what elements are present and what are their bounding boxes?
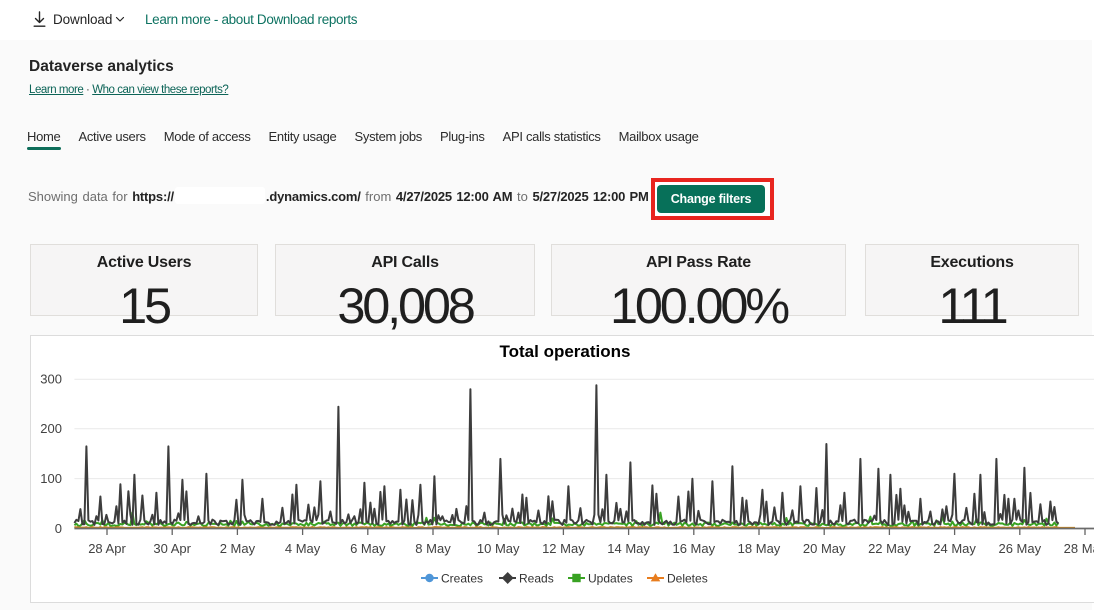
svg-text:16 May: 16 May [672, 541, 715, 556]
svg-text:20 May: 20 May [803, 541, 846, 556]
svg-text:Total operations: Total operations [500, 342, 631, 361]
svg-text:28 Apr: 28 Apr [88, 541, 126, 556]
svg-text:300: 300 [40, 372, 62, 387]
svg-text:8 May: 8 May [415, 541, 451, 556]
svg-text:26 May: 26 May [998, 541, 1041, 556]
svg-text:18 May: 18 May [738, 541, 781, 556]
svg-text:14 May: 14 May [607, 541, 650, 556]
svg-text:12 May: 12 May [542, 541, 585, 556]
svg-text:30 Apr: 30 Apr [153, 541, 191, 556]
svg-text:24 May: 24 May [933, 541, 976, 556]
svg-text:0: 0 [55, 521, 62, 536]
svg-text:Deletes: Deletes [667, 572, 708, 586]
svg-text:10 May: 10 May [477, 541, 520, 556]
svg-text:100: 100 [40, 471, 62, 486]
svg-text:4 May: 4 May [285, 541, 321, 556]
svg-text:Creates: Creates [441, 572, 483, 586]
svg-text:Updates: Updates [588, 572, 633, 586]
svg-text:28 May: 28 May [1064, 541, 1094, 556]
svg-text:Reads: Reads [519, 572, 554, 586]
svg-text:22 May: 22 May [868, 541, 911, 556]
svg-text:2 May: 2 May [220, 541, 256, 556]
svg-text:200: 200 [40, 421, 62, 436]
svg-text:6 May: 6 May [350, 541, 386, 556]
